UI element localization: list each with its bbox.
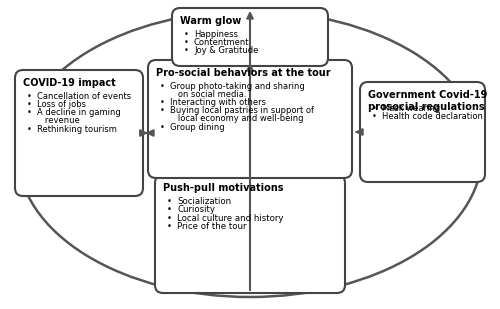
Text: •: • [184,30,189,39]
Text: Socialization: Socialization [177,197,231,206]
Text: •: • [167,205,172,214]
Text: •: • [167,222,172,231]
Text: COVID-19 impact: COVID-19 impact [23,78,116,88]
Text: •: • [160,98,165,107]
Text: •: • [27,108,32,117]
Text: Contentment: Contentment [194,38,250,47]
Text: Warm glow: Warm glow [180,16,241,26]
FancyBboxPatch shape [15,70,143,196]
Text: Health code declaration: Health code declaration [382,112,483,121]
FancyBboxPatch shape [155,175,345,293]
Text: Push-pull motivations: Push-pull motivations [163,183,284,193]
Text: Mask wearing: Mask wearing [382,104,440,113]
FancyBboxPatch shape [148,60,352,178]
Text: Buying local pastries in support of: Buying local pastries in support of [170,107,314,116]
Text: Group photo-taking and sharing: Group photo-taking and sharing [170,82,305,91]
Text: on social media.: on social media. [170,90,246,99]
Text: Pro-social behaviors at the tour: Pro-social behaviors at the tour [156,68,330,78]
Text: Price of the tour: Price of the tour [177,222,246,231]
Text: •: • [160,82,165,91]
Text: •: • [167,197,172,206]
Text: revenue: revenue [37,116,80,125]
FancyBboxPatch shape [172,8,328,66]
Text: •: • [372,112,377,121]
Text: Joy & Gratitude: Joy & Gratitude [194,46,258,55]
Text: •: • [372,104,377,113]
Ellipse shape [18,11,482,297]
Text: •: • [160,123,165,132]
Text: •: • [27,92,32,101]
Text: local economy and well-being: local economy and well-being [170,114,304,123]
Text: •: • [27,100,32,109]
Text: Government Covid-19
prosocial regulations: Government Covid-19 prosocial regulation… [368,90,488,112]
Text: Curiosity: Curiosity [177,205,215,214]
Text: •: • [167,214,172,223]
Text: Cancellation of events: Cancellation of events [37,92,131,101]
Text: •: • [184,38,189,47]
FancyBboxPatch shape [360,82,485,182]
Text: Group dining: Group dining [170,123,224,132]
Text: Interacting with others: Interacting with others [170,98,266,107]
Text: Happiness: Happiness [194,30,238,39]
Text: •: • [160,107,165,116]
Text: •: • [27,125,32,133]
Text: Local culture and history: Local culture and history [177,214,284,223]
Text: A decline in gaming: A decline in gaming [37,108,121,117]
Text: •: • [184,46,189,55]
Text: Loss of jobs: Loss of jobs [37,100,86,109]
Text: Rethinking tourism: Rethinking tourism [37,125,117,133]
